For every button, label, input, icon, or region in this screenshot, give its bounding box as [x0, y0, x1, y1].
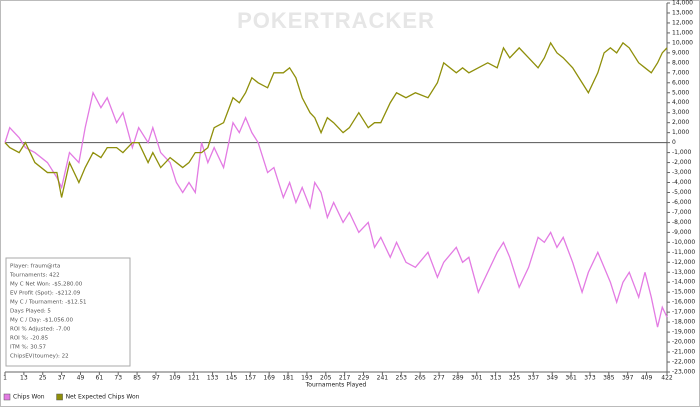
y-tick-label: 5,000 [672, 89, 689, 96]
y-tick-label: -14,000 [672, 279, 695, 286]
x-tick-label: 373 [584, 375, 596, 382]
y-tick-label: 2,000 [672, 119, 689, 126]
x-axis-title: Tournaments Played [305, 382, 367, 389]
y-tick-label: -18,000 [672, 319, 695, 326]
x-tick-label: 121 [188, 375, 200, 382]
y-tick-label: -15,000 [672, 289, 695, 296]
y-tick-label: 14,000 [672, 0, 693, 7]
y-tick-label: -5,000 [672, 189, 692, 196]
stats-line: ChipsEV(tourney): 22 [10, 354, 69, 360]
x-tick-label: 422 [661, 375, 673, 382]
y-tick-label: 3,000 [672, 109, 689, 116]
x-tick-label: 169 [263, 375, 275, 382]
x-tick-label: 277 [433, 375, 445, 382]
legend-label: Chips Won [13, 394, 45, 401]
x-tick-label: 385 [603, 375, 615, 382]
x-tick-label: 361 [565, 375, 577, 382]
legend-swatch [3, 393, 11, 401]
x-tick-label: 49 [77, 375, 85, 382]
y-tick-label: -12,000 [672, 259, 695, 266]
stats-line: My C Net Won: -$5,280.00 [10, 282, 83, 288]
y-tick-label: 8,000 [672, 59, 689, 66]
x-tick-label: 13 [20, 375, 28, 382]
x-tick-label: 145 [226, 375, 238, 382]
x-tick-label: 181 [282, 375, 294, 382]
stats-line: My C / Tournament: -$12.51 [10, 300, 86, 306]
legend-label: Net Expected Chips Won [66, 394, 140, 401]
x-tick-label: 289 [452, 375, 464, 382]
y-tick-label: -13,000 [672, 269, 695, 276]
x-tick-label: 337 [528, 375, 540, 382]
x-tick-label: 109 [169, 375, 181, 382]
y-tick-label: -9,000 [672, 229, 692, 236]
y-tick-label: -17,000 [672, 309, 695, 316]
stats-line: ROI %: -20.85 [10, 336, 49, 342]
y-tick-label: 12,000 [672, 19, 693, 26]
x-tick-label: 25 [39, 375, 47, 382]
series-line [4, 41, 668, 198]
y-tick-label: 4,000 [672, 99, 689, 106]
x-tick-label: 301 [471, 375, 483, 382]
legend-swatch [56, 393, 63, 401]
y-tick-label: -7,000 [672, 209, 692, 216]
watermark: POKERTRACKER [237, 8, 435, 33]
x-tick-label: 397 [622, 375, 634, 382]
y-tick-label: 9,000 [672, 49, 689, 56]
y-tick-label: -21,000 [672, 349, 695, 356]
stats-line: Player: fraum@rta [10, 264, 60, 270]
y-tick-label: -4,000 [672, 179, 692, 186]
y-tick-label: 0 [672, 139, 676, 146]
y-tick-label: -6,000 [672, 199, 692, 206]
y-tick-label: 13,000 [672, 9, 693, 16]
y-tick-label: -16,000 [672, 299, 695, 306]
x-tick-label: 325 [509, 375, 521, 382]
x-tick-label: 97 [152, 375, 160, 382]
x-tick-label: 217 [339, 375, 351, 382]
y-tick-label: 6,000 [672, 79, 689, 86]
y-tick-label: -8,000 [672, 219, 692, 226]
stats-line: My C / Day: -$1,056.00 [10, 318, 73, 324]
stats-line: ROI % Adjusted: -7.00 [10, 327, 71, 333]
x-tick-label: 157 [245, 375, 257, 382]
y-tick-label: -23,000 [672, 369, 695, 376]
x-tick-label: 1 [3, 375, 7, 382]
stats-line: Days Played: 5 [10, 309, 51, 315]
x-tick-label: 241 [377, 375, 389, 382]
x-tick-label: 133 [207, 375, 219, 382]
y-tick-label: -3,000 [672, 169, 692, 176]
y-tick-label: -2,000 [672, 159, 692, 166]
y-tick-label: -11,000 [672, 249, 695, 256]
x-tick-label: 349 [546, 375, 558, 382]
y-tick-label: -10,000 [672, 239, 695, 246]
y-tick-label: 1,000 [672, 129, 689, 136]
stats-line: ITM %: 30.57 [10, 345, 47, 351]
x-tick-label: 85 [133, 375, 141, 382]
x-tick-label: 229 [358, 375, 370, 382]
y-tick-label: -19,000 [672, 329, 695, 336]
stats-line: EV Profit (Spot): -$212.09 [10, 291, 81, 297]
y-tick-label: -20,000 [672, 339, 695, 346]
y-tick-label: -1,000 [672, 149, 692, 156]
x-tick-label: 73 [114, 375, 122, 382]
x-tick-label: 253 [396, 375, 408, 382]
stats-line: Tournaments: 422 [9, 273, 60, 279]
x-tick-label: 193 [301, 375, 313, 382]
x-tick-label: 265 [414, 375, 426, 382]
x-tick-label: 409 [641, 375, 653, 382]
x-tick-label: 61 [96, 375, 104, 382]
y-tick-label: -22,000 [672, 359, 695, 366]
y-tick-label: 7,000 [672, 69, 689, 76]
x-tick-label: 37 [58, 375, 66, 382]
y-tick-label: 11,000 [672, 29, 693, 36]
series-line [4, 90, 668, 328]
x-tick-label: 205 [320, 375, 332, 382]
stats-box [5, 257, 131, 367]
y-tick-label: 10,000 [672, 39, 693, 46]
x-tick-label: 313 [490, 375, 502, 382]
